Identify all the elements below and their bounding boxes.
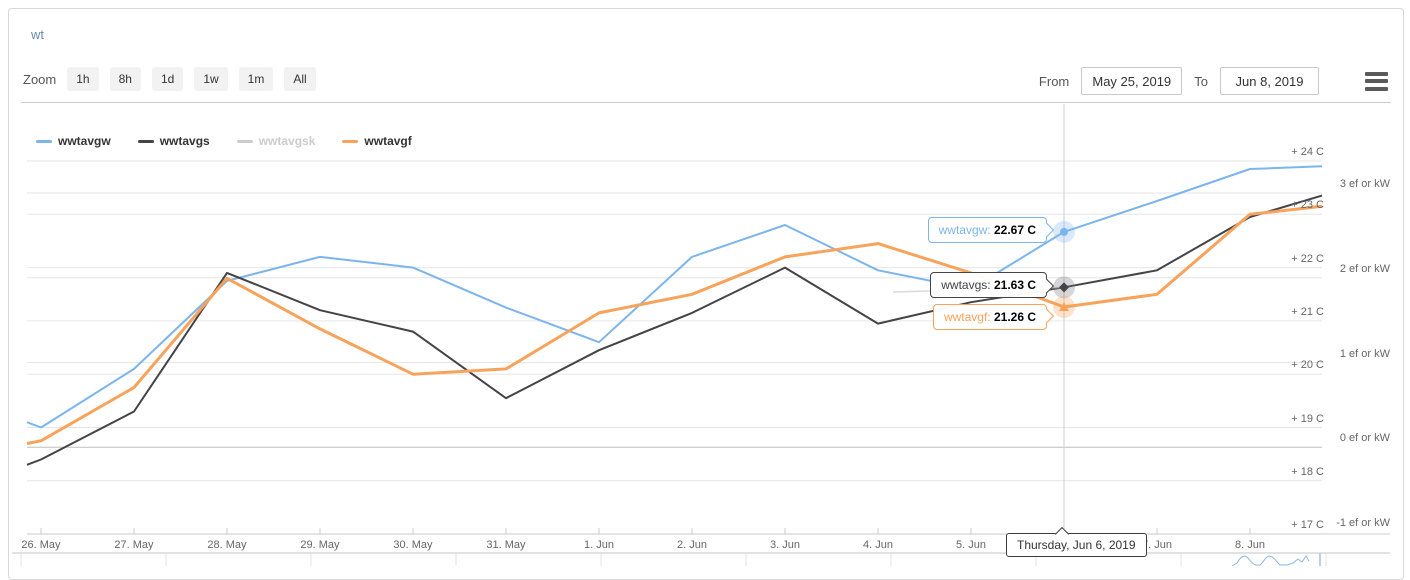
legend-item-wwtavgs[interactable]: wwtavgs: [137, 134, 210, 148]
page-title: wt: [31, 27, 44, 42]
to-date-input[interactable]: [1220, 67, 1319, 95]
zoom-button-group: Zoom 1h 8h 1d 1w 1m All: [23, 67, 316, 91]
date-range-group: From To: [1039, 67, 1389, 95]
legend-item-wwtavgsk[interactable]: wwtavgsk: [236, 134, 316, 148]
legend-item-wwtavgf[interactable]: wwtavgf: [342, 134, 412, 148]
legend-line-swatch: [137, 139, 154, 143]
toolbar: Zoom 1h 8h 1d 1w 1m All From To: [9, 67, 1403, 97]
from-date-input[interactable]: [1081, 67, 1183, 95]
to-label: To: [1194, 73, 1208, 89]
legend-line-swatch: [236, 139, 253, 143]
zoom-label: Zoom: [23, 71, 57, 87]
hamburger-icon: [1365, 86, 1388, 91]
legend-item-label: wwtavgf: [364, 134, 412, 148]
legend-item-label: wwtavgw: [58, 134, 111, 148]
legend-line-swatch: [36, 139, 52, 143]
header-separator: [21, 102, 1391, 103]
zoom-button-all[interactable]: All: [284, 67, 316, 91]
legend-item-wwtavgw[interactable]: wwtavgw: [36, 134, 111, 148]
zoom-button-1m[interactable]: 1m: [238, 67, 274, 91]
legend-item-label: wwtavgs: [159, 134, 210, 148]
export-menu-button[interactable]: [1365, 71, 1389, 91]
zoom-button-8h[interactable]: 8h: [109, 67, 141, 91]
zoom-button-1w[interactable]: 1w: [194, 67, 228, 91]
legend: wwtavgw wwtavgs wwtavgsk wwtavgf: [36, 134, 412, 148]
hamburger-icon: [1365, 79, 1388, 83]
legend-item-label: wwtavgsk: [258, 134, 316, 148]
from-label: From: [1038, 73, 1070, 89]
legend-line-swatch: [342, 139, 359, 143]
hamburger-icon: [1365, 71, 1388, 76]
zoom-button-1d[interactable]: 1d: [151, 67, 184, 91]
zoom-button-1h[interactable]: 1h: [67, 67, 99, 91]
